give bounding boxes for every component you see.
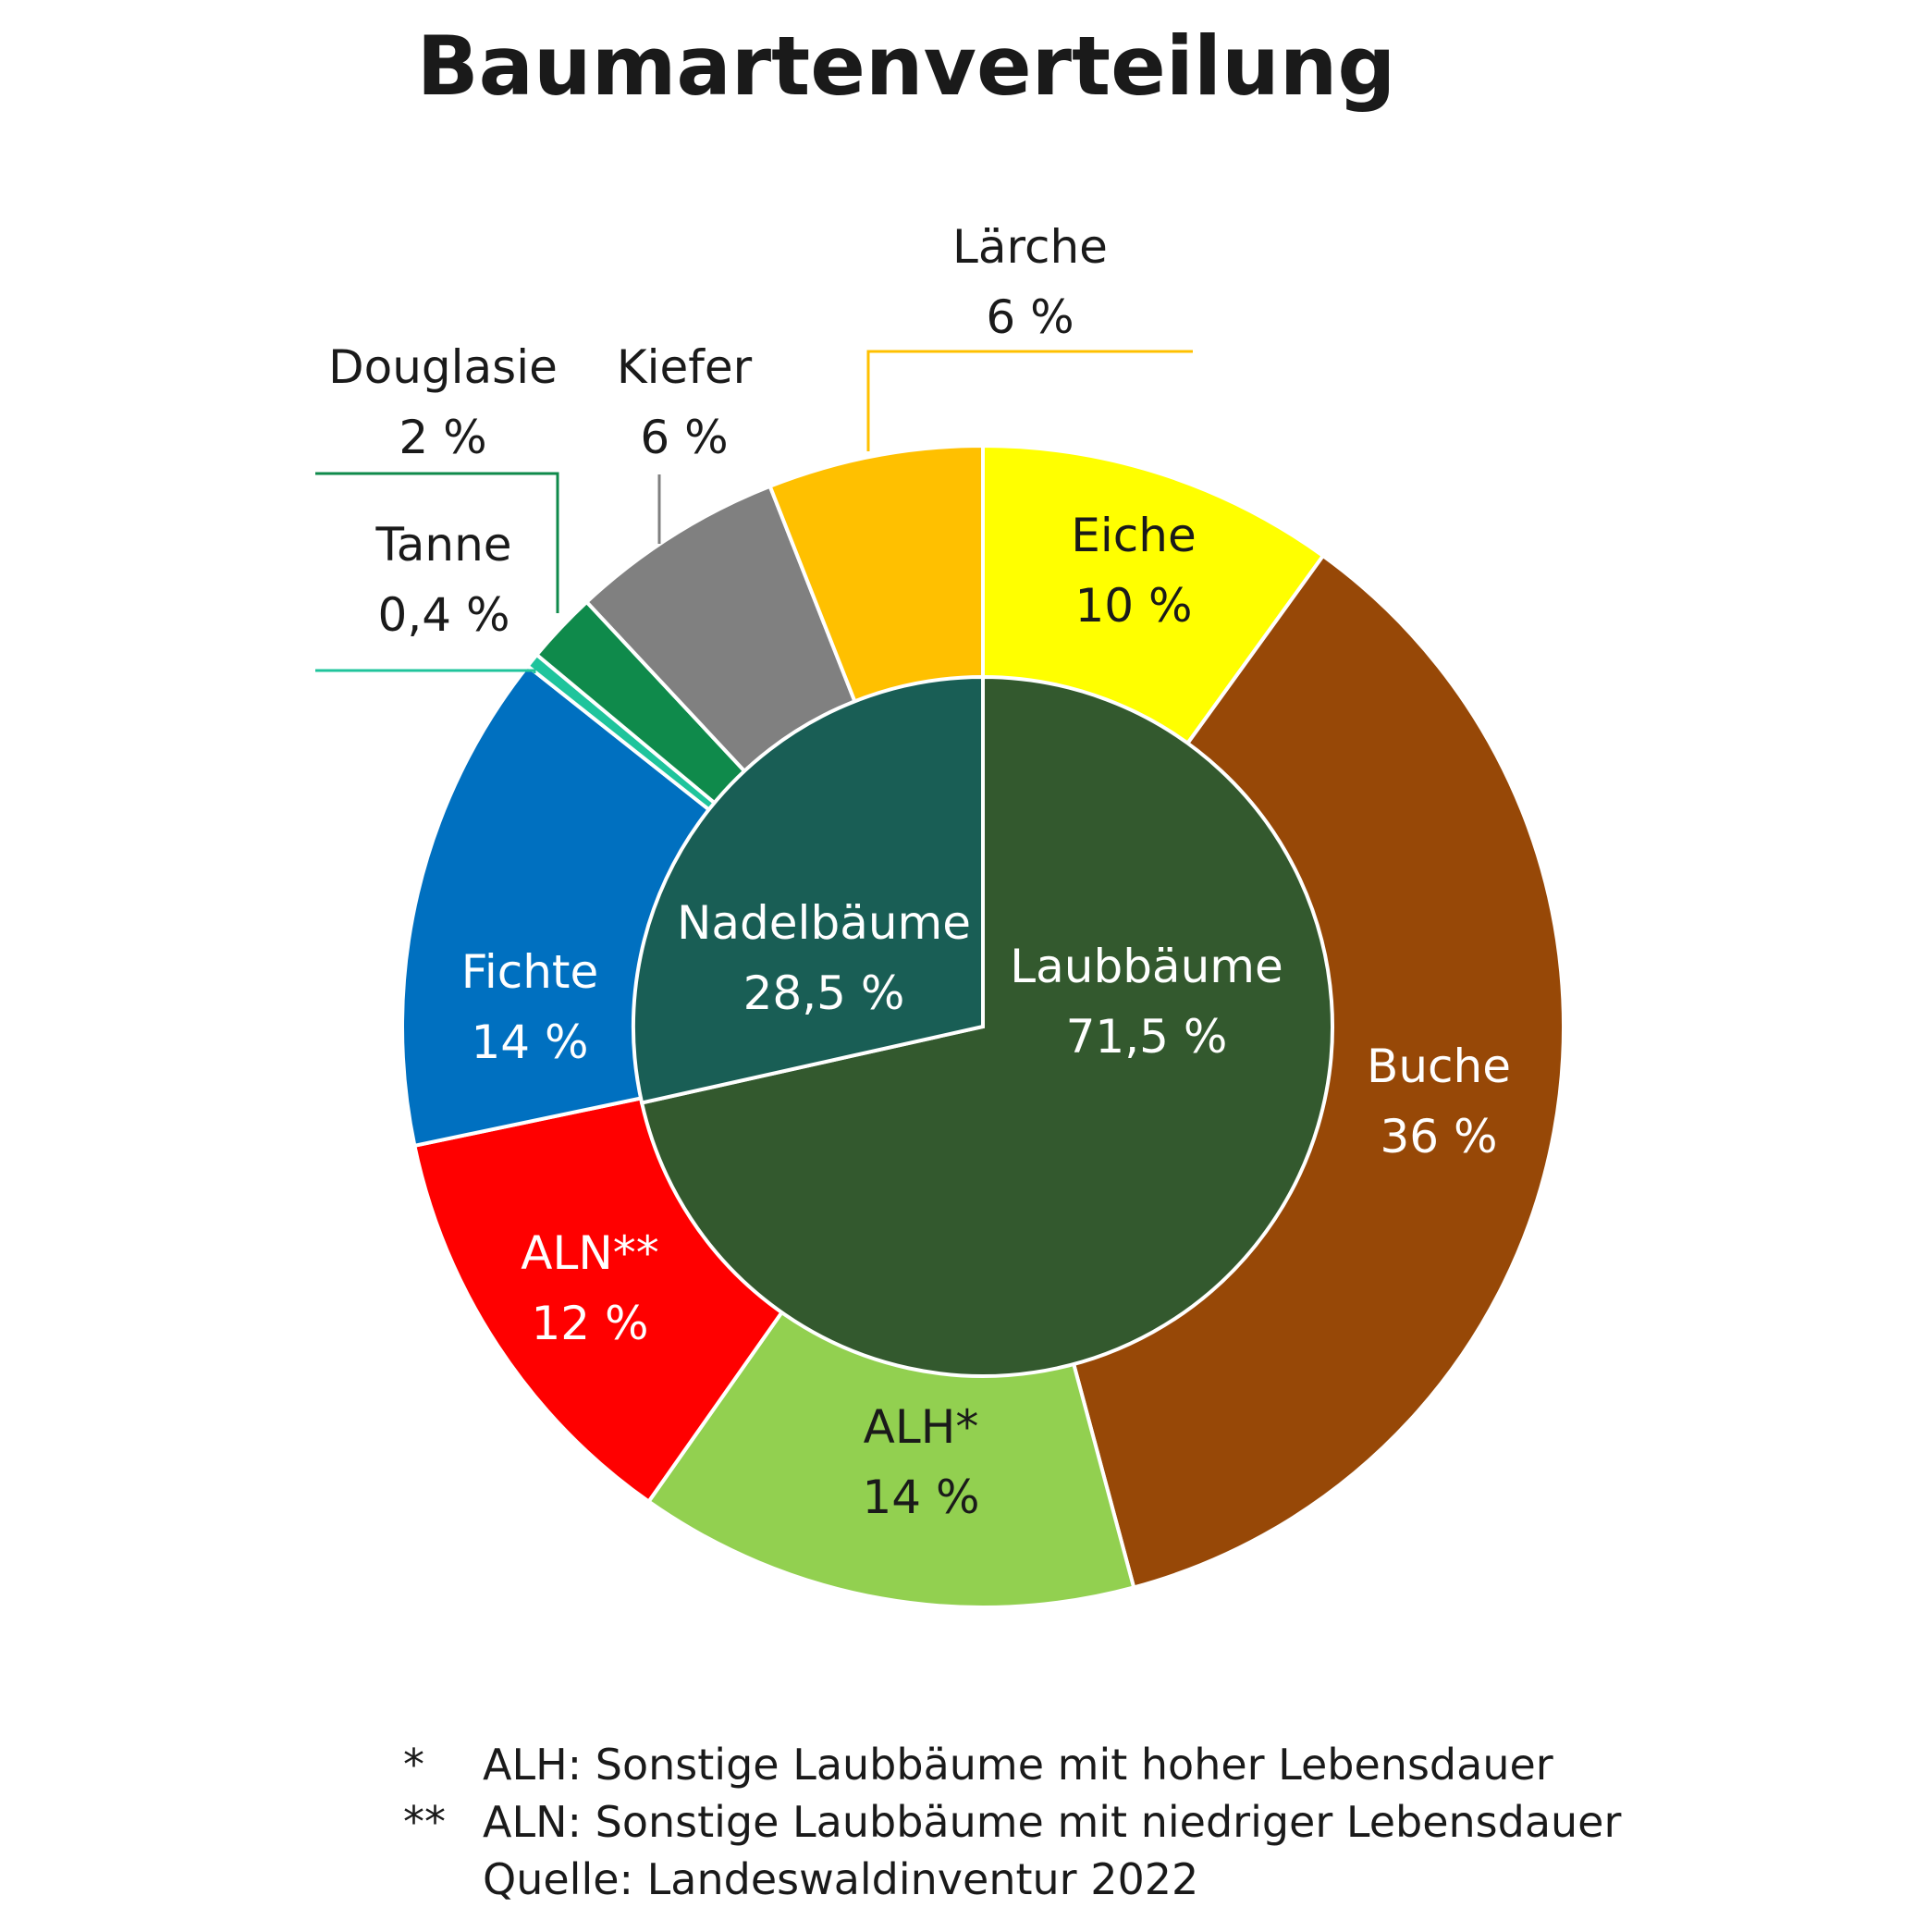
callout-lines <box>315 350 1193 673</box>
label-eiche-name: Eiche <box>1071 509 1196 562</box>
label-douglasie-value: 2 % <box>399 411 486 464</box>
label-buche-name: Buche <box>1367 1040 1511 1093</box>
inner-ring <box>632 674 1334 1378</box>
callout-line-tanne <box>315 669 536 673</box>
callout-line-lärche <box>866 350 1193 451</box>
footnote-marker-2: ** <box>403 1797 446 1847</box>
slice-labels: Eiche 10 % Buche 36 % ALH* 14 % ALN** 12 % Ficht… <box>328 220 1511 1524</box>
chart-title: Baumartenverteilung <box>417 18 1396 114</box>
label-laubbäume-value: 71,5 % <box>1066 1010 1228 1064</box>
footnote-text-2: ALN: Sonstige Laubbäume mit niedriger Le… <box>483 1797 1621 1847</box>
label-kiefer-value: 6 % <box>640 411 728 464</box>
label-aln-name: ALN** <box>521 1226 658 1280</box>
inner-slice-laubbäume <box>639 674 1334 1378</box>
label-douglasie-name: Douglasie <box>328 340 558 394</box>
label-tanne-value: 0,4 % <box>378 588 510 642</box>
footnote-text-1: ALH: Sonstige Laubbäume mit hoher Lebens… <box>483 1740 1553 1790</box>
label-eiche-value: 10 % <box>1074 579 1192 633</box>
label-lärche-value: 6 % <box>986 290 1074 344</box>
label-fichte-name: Fichte <box>461 945 599 999</box>
label-fichte-value: 14 % <box>471 1015 588 1069</box>
label-lärche-name: Lärche <box>952 220 1108 274</box>
inner-slice-nadelbäume <box>632 674 985 1105</box>
footnote-marker-1: * <box>403 1740 424 1790</box>
footnotes: * ALH: Sonstige Laubbäume mit hoher Leben… <box>403 1740 1621 1904</box>
label-buche-value: 36 % <box>1380 1110 1497 1163</box>
footnote-text-3: Quelle: Landeswaldinventur 2022 <box>483 1854 1198 1904</box>
label-tanne-name: Tanne <box>374 518 511 572</box>
label-nadelbäume-value: 28,5 % <box>743 966 905 1020</box>
label-alh-value: 14 % <box>862 1471 979 1524</box>
callout-line-douglasie <box>315 472 559 613</box>
label-laubbäume-name: Laubbäume <box>1010 940 1283 993</box>
label-aln-value: 12 % <box>531 1297 648 1350</box>
label-alh-name: ALH* <box>864 1400 979 1454</box>
label-nadelbäume-name: Nadelbäume <box>677 896 971 950</box>
label-kiefer-name: Kiefer <box>617 340 753 394</box>
